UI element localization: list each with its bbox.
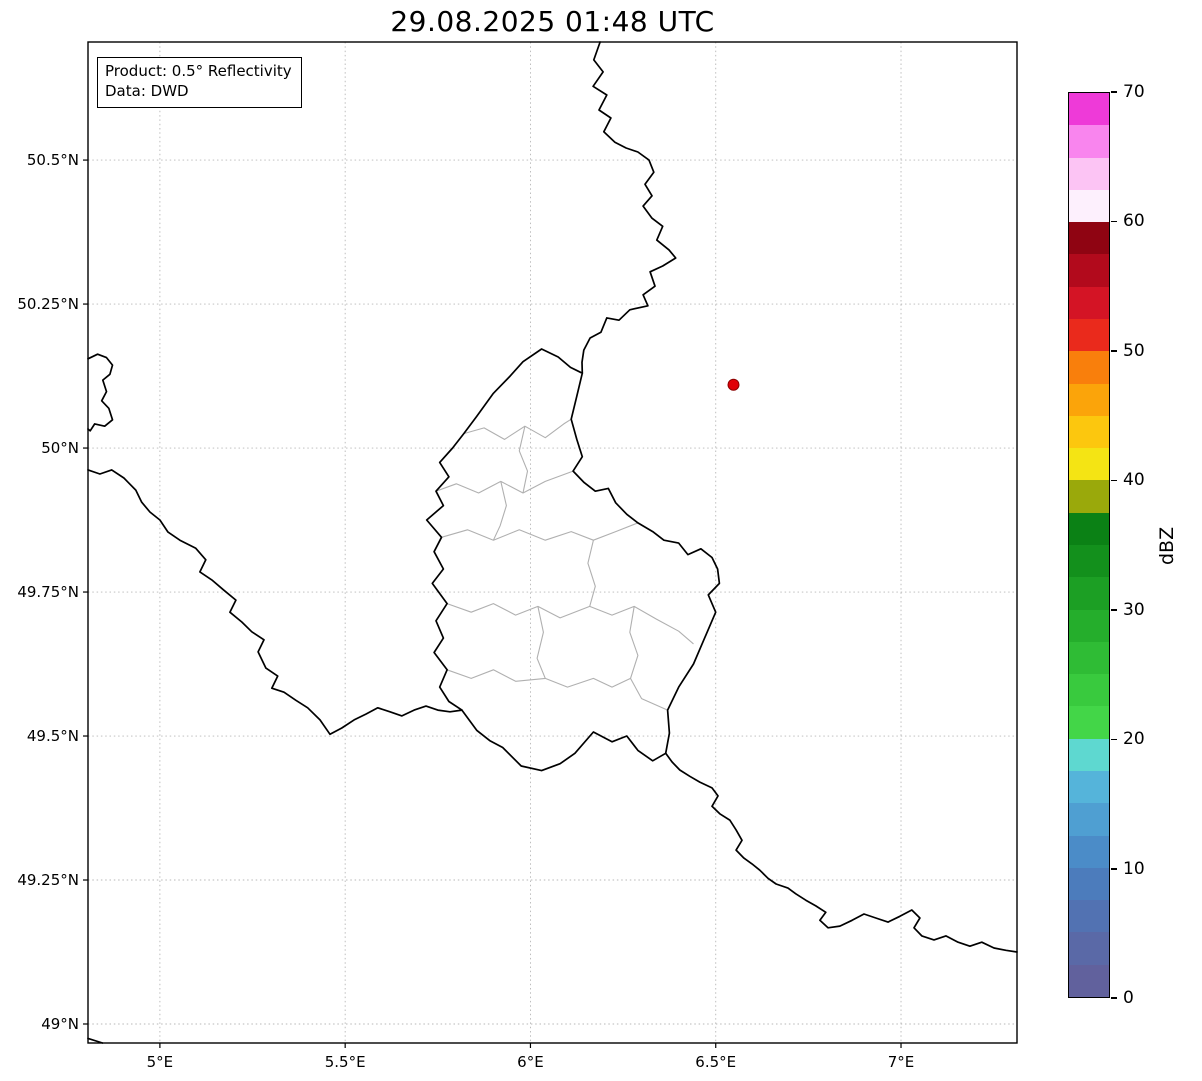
colorbar-tick-label: 60 bbox=[1123, 211, 1145, 232]
district-border-center-vertical-east bbox=[587, 540, 596, 607]
colorbar-segment bbox=[1069, 512, 1109, 545]
colorbar-segment bbox=[1069, 835, 1109, 868]
y-tick-label: 49.25°N bbox=[17, 871, 79, 889]
colorbar-tick bbox=[1111, 997, 1117, 999]
colorbar-segment bbox=[1069, 447, 1109, 481]
colorbar-segment bbox=[1069, 221, 1109, 255]
colorbar-tick bbox=[1111, 867, 1117, 870]
colorbar-segment bbox=[1069, 738, 1109, 771]
district-border-south-across bbox=[446, 669, 631, 688]
x-tick-label: 5°E bbox=[147, 1053, 174, 1071]
colorbar-tick-label: 30 bbox=[1123, 599, 1145, 620]
page-title: 29.08.2025 01:48 UTC bbox=[390, 5, 715, 38]
y-tick-label: 50.5°N bbox=[27, 151, 79, 169]
colorbar-tick bbox=[1111, 479, 1117, 482]
colorbar-segment bbox=[1069, 189, 1109, 223]
colorbar bbox=[1068, 92, 1110, 998]
colorbar-segment bbox=[1069, 544, 1109, 578]
colorbar-segment bbox=[1069, 124, 1109, 158]
y-tick-label: 50°N bbox=[41, 439, 79, 457]
info-box: Product: 0.5° Reflectivity Data: DWD bbox=[97, 57, 302, 108]
y-tick-label: 49°N bbox=[41, 1015, 79, 1033]
district-border-mid-across bbox=[446, 603, 694, 645]
district-border-south-vertical-east bbox=[629, 606, 668, 711]
district-border-south-vertical-west bbox=[536, 606, 546, 679]
colorbar-segment bbox=[1069, 479, 1109, 513]
district-border-center-vertical-west bbox=[492, 481, 507, 541]
radar-site-marker bbox=[727, 378, 740, 391]
district-border-north-2 bbox=[435, 470, 574, 494]
district-border-north-vertical bbox=[518, 426, 529, 494]
colorbar-axis: 0 10 20 30 40 50 60 70 bbox=[1110, 82, 1196, 1008]
colorbar-gradient bbox=[1069, 93, 1109, 997]
colorbar-segment bbox=[1069, 576, 1109, 610]
colorbar-tick-label: 20 bbox=[1123, 729, 1145, 750]
colorbar-segment bbox=[1069, 383, 1109, 416]
colorbar-tick bbox=[1111, 738, 1117, 741]
x-tick-label: 7°E bbox=[888, 1053, 915, 1071]
border-luxembourg bbox=[425, 348, 721, 772]
border-france-belgium-givet bbox=[87, 353, 114, 432]
colorbar-segment bbox=[1069, 770, 1109, 804]
colorbar-tick bbox=[1111, 91, 1117, 93]
border-france-belgium bbox=[87, 469, 463, 736]
y-tick-label: 50.25°N bbox=[17, 295, 79, 313]
y-tick-label: 49.5°N bbox=[27, 727, 79, 745]
colorbar-tick-label: 0 bbox=[1123, 988, 1134, 1008]
colorbar-segment bbox=[1069, 802, 1109, 836]
colorbar-tick-label: 10 bbox=[1123, 858, 1145, 879]
colorbar-tick-label: 50 bbox=[1123, 340, 1145, 361]
border-france-germany bbox=[664, 752, 1018, 953]
colorbar-segment bbox=[1069, 93, 1109, 126]
district-border-north-1 bbox=[463, 418, 572, 440]
colorbar-tick bbox=[1111, 609, 1117, 611]
border-corner-fragment bbox=[87, 1037, 104, 1044]
colorbar-segment bbox=[1069, 899, 1109, 933]
colorbar-segment bbox=[1069, 415, 1109, 449]
colorbar-segment bbox=[1069, 157, 1109, 190]
info-data-line: Data: DWD bbox=[105, 82, 189, 101]
colorbar-segment bbox=[1069, 641, 1109, 675]
x-tick-label: 5.5°E bbox=[325, 1053, 366, 1071]
district-border-center-1 bbox=[441, 522, 639, 541]
colorbar-segment bbox=[1069, 318, 1109, 352]
colorbar-segment bbox=[1069, 609, 1109, 642]
colorbar-segment bbox=[1069, 867, 1109, 901]
x-tick-label: 6°E bbox=[517, 1053, 544, 1071]
colorbar-segment bbox=[1069, 964, 1109, 997]
colorbar-tick-label: 40 bbox=[1123, 470, 1145, 491]
border-belgium-germany bbox=[581, 41, 677, 375]
colorbar-segment bbox=[1069, 253, 1109, 287]
colorbar-tick-label: 70 bbox=[1123, 82, 1145, 102]
colorbar-tick bbox=[1111, 350, 1117, 352]
colorbar-tick bbox=[1111, 220, 1117, 223]
colorbar-segment bbox=[1069, 705, 1109, 739]
colorbar-segment bbox=[1069, 673, 1109, 707]
x-tick-label: 6.5°E bbox=[695, 1053, 736, 1071]
colorbar-segment bbox=[1069, 350, 1109, 384]
colorbar-segment bbox=[1069, 286, 1109, 319]
colorbar-segment bbox=[1069, 931, 1109, 965]
plot-frame bbox=[87, 41, 1018, 1044]
info-product-line: Product: 0.5° Reflectivity bbox=[105, 62, 292, 80]
y-tick-label: 49.75°N bbox=[17, 583, 79, 601]
